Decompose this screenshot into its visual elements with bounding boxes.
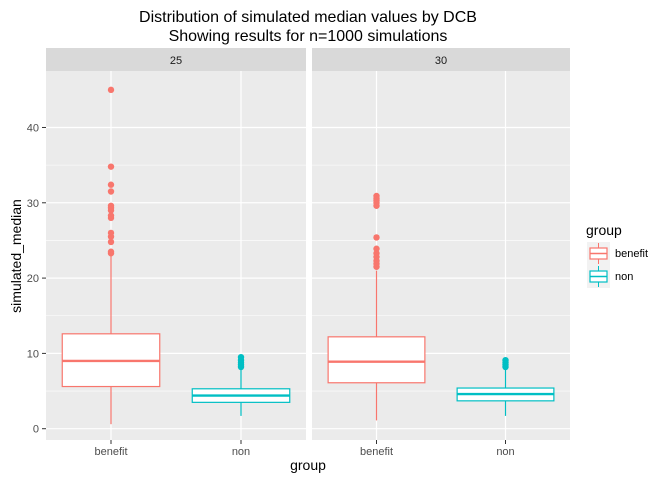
y-tick-label: 30 (27, 198, 39, 210)
box-benefit (61, 86, 161, 425)
outlier-point (107, 248, 115, 255)
x-axis-title: group (290, 457, 326, 473)
y-tick-label: 40 (27, 122, 39, 134)
facet-panels: 25 benefit non 30 benefit non (46, 48, 570, 458)
legend-label: non (615, 271, 633, 283)
facet-panel-30: 30 benefit non (312, 48, 570, 458)
outlier-point (107, 188, 115, 195)
legend-entry-benefit: benefit (587, 242, 648, 265)
box-non (456, 356, 555, 416)
x-tick-label: non (232, 446, 250, 458)
legend-title: group (586, 222, 622, 238)
y-axis: 0 10 20 30 40 (27, 122, 46, 436)
outlier-point (237, 353, 245, 361)
facet-strip-label: 30 (435, 55, 447, 67)
y-tick-label: 20 (27, 273, 39, 285)
outlier-point (107, 163, 115, 170)
y-tick-label: 10 (27, 348, 39, 360)
outlier-point (107, 202, 115, 209)
outlier-point (502, 356, 509, 364)
box-benefit (327, 192, 426, 421)
outlier-point (373, 192, 380, 200)
outlier-point (373, 234, 380, 241)
x-tick-label: non (496, 446, 514, 458)
outlier-point (107, 86, 115, 94)
box-iqr (327, 336, 426, 384)
facet-strip (46, 48, 306, 71)
facet-strip (312, 48, 570, 71)
outlier-point (107, 238, 115, 246)
outlier-point (107, 229, 115, 237)
chart-subtitle: Showing results for n=1000 simulations (169, 28, 448, 45)
legend-label: benefit (615, 248, 648, 260)
outlier-point (373, 245, 380, 252)
legend: group benefit non (586, 222, 648, 288)
facet-panel-25: 25 benefit non (46, 48, 306, 458)
x-tick-label: benefit (94, 446, 127, 458)
outlier-point (107, 181, 115, 188)
outlier-point (373, 250, 380, 257)
panel-background (312, 71, 570, 440)
x-tick-label: benefit (360, 446, 393, 458)
y-axis-title: simulated_median (8, 199, 24, 313)
facet-strip-label: 25 (170, 55, 182, 67)
outlier-point (107, 212, 115, 219)
y-tick-label: 0 (33, 424, 39, 436)
box-non (191, 353, 291, 416)
legend-entry-non: non (587, 265, 633, 288)
chart-title: Distribution of simulated median values … (139, 9, 477, 26)
